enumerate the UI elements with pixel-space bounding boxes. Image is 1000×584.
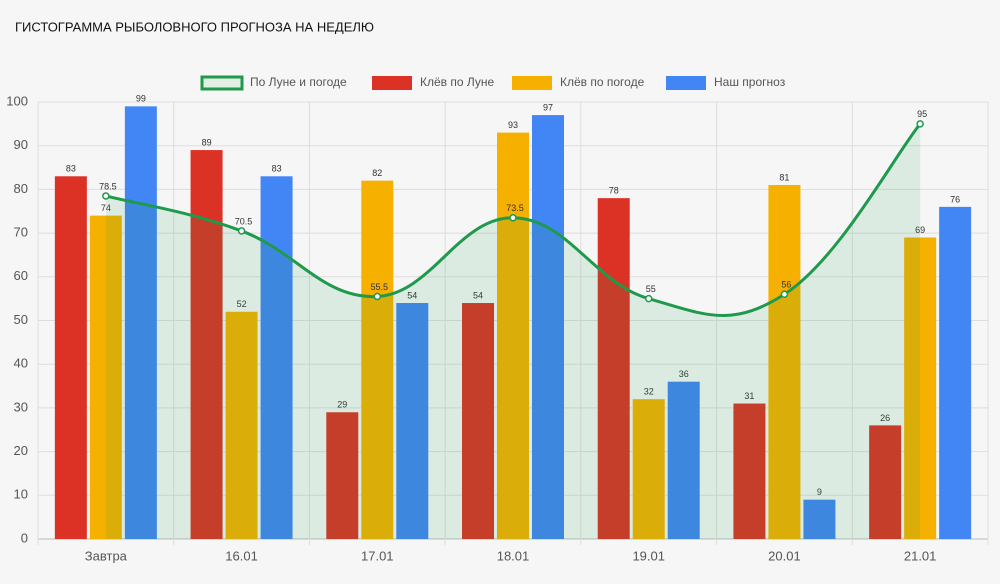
bar-value-label: 82 (372, 168, 382, 178)
bar (768, 185, 801, 539)
x-tick-label: 18.01 (497, 548, 530, 563)
bar-value-label: 32 (644, 387, 654, 397)
y-tick-label: 10 (14, 487, 28, 502)
y-tick-label: 100 (6, 93, 28, 108)
x-tick-label: 16.01 (225, 548, 258, 563)
bar (89, 215, 122, 539)
legend-swatch (200, 75, 244, 91)
bar (733, 403, 766, 539)
line (105, 122, 922, 318)
legend-label: Клёв по погоде (560, 75, 645, 89)
x-tick-label: 17.01 (361, 548, 394, 563)
x-tick-label: Завтра (85, 548, 128, 563)
line-value-label: 55 (646, 284, 656, 294)
y-tick-label: 50 (14, 312, 28, 327)
chart-title: ГИСТОГРАММА РЫБОЛОВНОГО ПРОГНОЗА НА НЕДЕ… (15, 19, 374, 34)
bar (260, 176, 293, 540)
line-value-label: 55.5 (371, 282, 389, 292)
line-point (509, 214, 517, 222)
line-point (916, 120, 924, 128)
line-point (373, 292, 382, 301)
line-value-label: 56 (781, 280, 791, 290)
bar (869, 425, 902, 539)
line-value-label: 95 (917, 109, 927, 119)
y-tick-label: 80 (14, 181, 28, 196)
x-tick-label: 20.01 (768, 548, 801, 563)
bar (396, 303, 429, 539)
bar-value-label: 97 (543, 102, 553, 112)
legend-swatch (666, 76, 706, 90)
bar-value-label: 9 (817, 487, 822, 497)
legend-label: Наш прогноз (714, 75, 786, 89)
line-value-label: 70.5 (235, 216, 253, 226)
legend-label: По Луне и погоде (250, 75, 347, 89)
bar (462, 303, 494, 539)
bar-value-label: 31 (744, 391, 754, 401)
bar-value-label: 99 (136, 94, 146, 104)
bar (225, 311, 258, 539)
bar (632, 399, 665, 539)
line-point (780, 290, 789, 299)
bar (939, 206, 972, 539)
line-area (105, 123, 921, 539)
bar (803, 499, 836, 539)
y-tick-label: 70 (14, 225, 28, 240)
bar-value-label: 89 (202, 137, 212, 147)
bar (904, 237, 937, 539)
bar-value-label: 54 (407, 290, 417, 300)
bar (54, 176, 87, 540)
bar-value-label: 76 (950, 194, 960, 204)
bar (124, 106, 157, 540)
bar-value-label: 26 (880, 413, 890, 423)
x-tick-label: 19.01 (632, 548, 665, 563)
bar (190, 150, 223, 539)
bar-value-label: 69 (915, 225, 925, 235)
bar-value-label: 83 (66, 164, 76, 174)
bar (532, 115, 564, 540)
bar-value-label: 74 (101, 203, 111, 213)
line-value-label: 73.5 (506, 203, 524, 213)
bar (497, 132, 529, 539)
bar (667, 381, 700, 539)
bar (597, 198, 630, 539)
bar-value-label: 54 (473, 290, 483, 300)
line-point (237, 227, 246, 235)
line-point (102, 192, 110, 200)
bar-value-label: 78 (609, 186, 619, 196)
legend-swatch (512, 76, 552, 90)
legend-label: Клёв по Луне (420, 75, 495, 89)
legend-swatch (372, 76, 412, 90)
bar-value-label: 36 (679, 369, 689, 379)
bar-value-label: 81 (779, 172, 789, 182)
bar-value-label: 29 (337, 400, 347, 410)
line-point (644, 294, 653, 303)
x-tick-label: 21.01 (904, 548, 937, 563)
bar (326, 412, 359, 539)
y-tick-label: 20 (14, 443, 28, 458)
line-value-label: 78.5 (99, 181, 117, 191)
y-tick-label: 60 (14, 268, 28, 283)
bar-value-label: 52 (237, 299, 247, 309)
y-tick-label: 90 (14, 137, 28, 152)
y-tick-label: 0 (21, 530, 28, 545)
y-tick-label: 30 (14, 399, 28, 414)
y-tick-label: 40 (14, 356, 28, 371)
bar-value-label: 83 (272, 164, 282, 174)
bar-value-label: 93 (508, 120, 518, 130)
bar (361, 180, 394, 539)
